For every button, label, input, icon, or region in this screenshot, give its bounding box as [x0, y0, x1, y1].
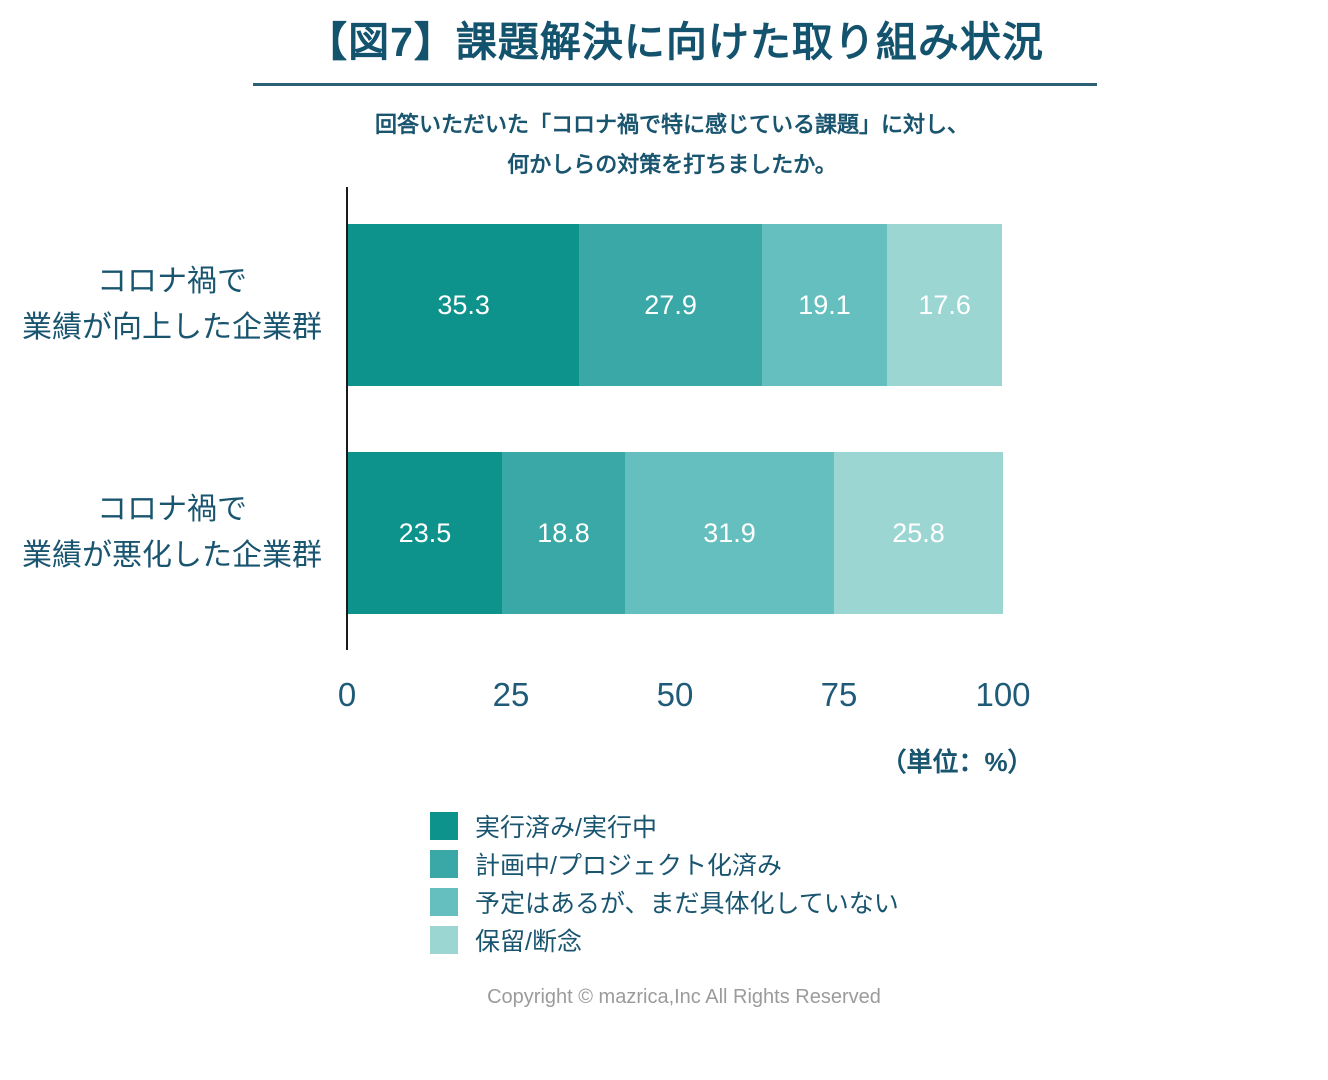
category-label-worsened-companies: コロナ禍で 業績が悪化した企業群 [22, 487, 322, 579]
unit-label: （単位：%） [880, 747, 1034, 777]
bar-segment: 17.6 [887, 224, 1003, 386]
bar-segment: 23.5 [348, 452, 502, 614]
bar-improved-companies: 35.3 27.9 19.1 17.6 [348, 224, 1003, 386]
category-label-improved-companies: コロナ禍で 業績が向上した企業群 [22, 259, 322, 351]
legend-item-executed: 実行済み/実行中 [430, 807, 899, 845]
legend-item-on-hold: 保留/断念 [430, 921, 899, 959]
bar-segment: 18.8 [501, 452, 626, 614]
x-tick-75: 75 [820, 676, 858, 713]
page-title: 【図7】課題解決に向けた取り組み状況 [306, 19, 1044, 65]
legend-label: 保留/断念 [475, 928, 582, 956]
legend-swatch-planning [430, 850, 458, 878]
category-label-line1: コロナ禍で [97, 265, 247, 298]
legend-swatch-not-concrete [430, 888, 458, 916]
legend-item-not-concrete: 予定はあるが、まだ具体化していない [430, 883, 899, 921]
category-label-line2: 業績が悪化した企業群 [22, 539, 322, 572]
bar-segment: 19.1 [761, 224, 888, 386]
legend-swatch-executed [430, 812, 458, 840]
segment-value-label: 31.9 [703, 517, 756, 548]
bar-segment: 31.9 [625, 452, 834, 614]
legend-label: 実行済み/実行中 [475, 814, 657, 842]
bar-segment: 25.8 [833, 452, 1003, 614]
legend-item-planning: 計画中/プロジェクト化済み [430, 845, 899, 883]
segment-value-label: 17.6 [918, 289, 971, 320]
segment-value-label: 19.1 [798, 289, 851, 320]
x-tick-100: 100 [975, 676, 1031, 713]
chart-question-line1: 回答いただいた「コロナ禍で特に感じている課題」に対し、 [374, 112, 970, 137]
chart-question: 回答いただいた「コロナ禍で特に感じている課題」に対し、 何かしらの対策を打ちまし… [375, 105, 969, 185]
category-label-line2: 業績が向上した企業群 [22, 311, 322, 344]
title-underline [253, 83, 1097, 86]
bar-segment: 35.3 [348, 224, 580, 386]
copyright-notice: Copyright © mazrica,Inc All Rights Reser… [487, 986, 881, 1008]
segment-value-label: 25.8 [892, 517, 945, 548]
bar-segment: 27.9 [579, 224, 762, 386]
x-tick-25: 25 [492, 676, 530, 713]
bar-worsened-companies: 23.5 18.8 31.9 25.8 [348, 452, 1003, 614]
chart-question-line2: 何かしらの対策を打ちましたか。 [507, 152, 837, 177]
chart-legend: 実行済み/実行中 計画中/プロジェクト化済み 予定はあるが、まだ具体化していない… [430, 807, 899, 959]
segment-value-label: 18.8 [537, 517, 590, 548]
segment-value-label: 27.9 [644, 289, 697, 320]
segment-value-label: 35.3 [437, 289, 490, 320]
legend-swatch-on-hold [430, 926, 458, 954]
category-label-line1: コロナ禍で [97, 493, 247, 526]
x-tick-0: 0 [337, 676, 357, 713]
segment-value-label: 23.5 [398, 517, 452, 548]
legend-label: 計画中/プロジェクト化済み [475, 852, 782, 880]
legend-label: 予定はあるが、まだ具体化していない [475, 890, 899, 918]
y-axis-line [346, 187, 348, 650]
x-tick-50: 50 [656, 676, 694, 713]
